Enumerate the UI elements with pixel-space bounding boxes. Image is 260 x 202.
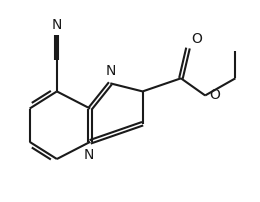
Text: N: N [52,18,62,32]
Text: N: N [105,64,115,78]
Text: O: O [191,32,202,46]
Text: O: O [209,88,220,102]
Text: N: N [84,148,94,162]
